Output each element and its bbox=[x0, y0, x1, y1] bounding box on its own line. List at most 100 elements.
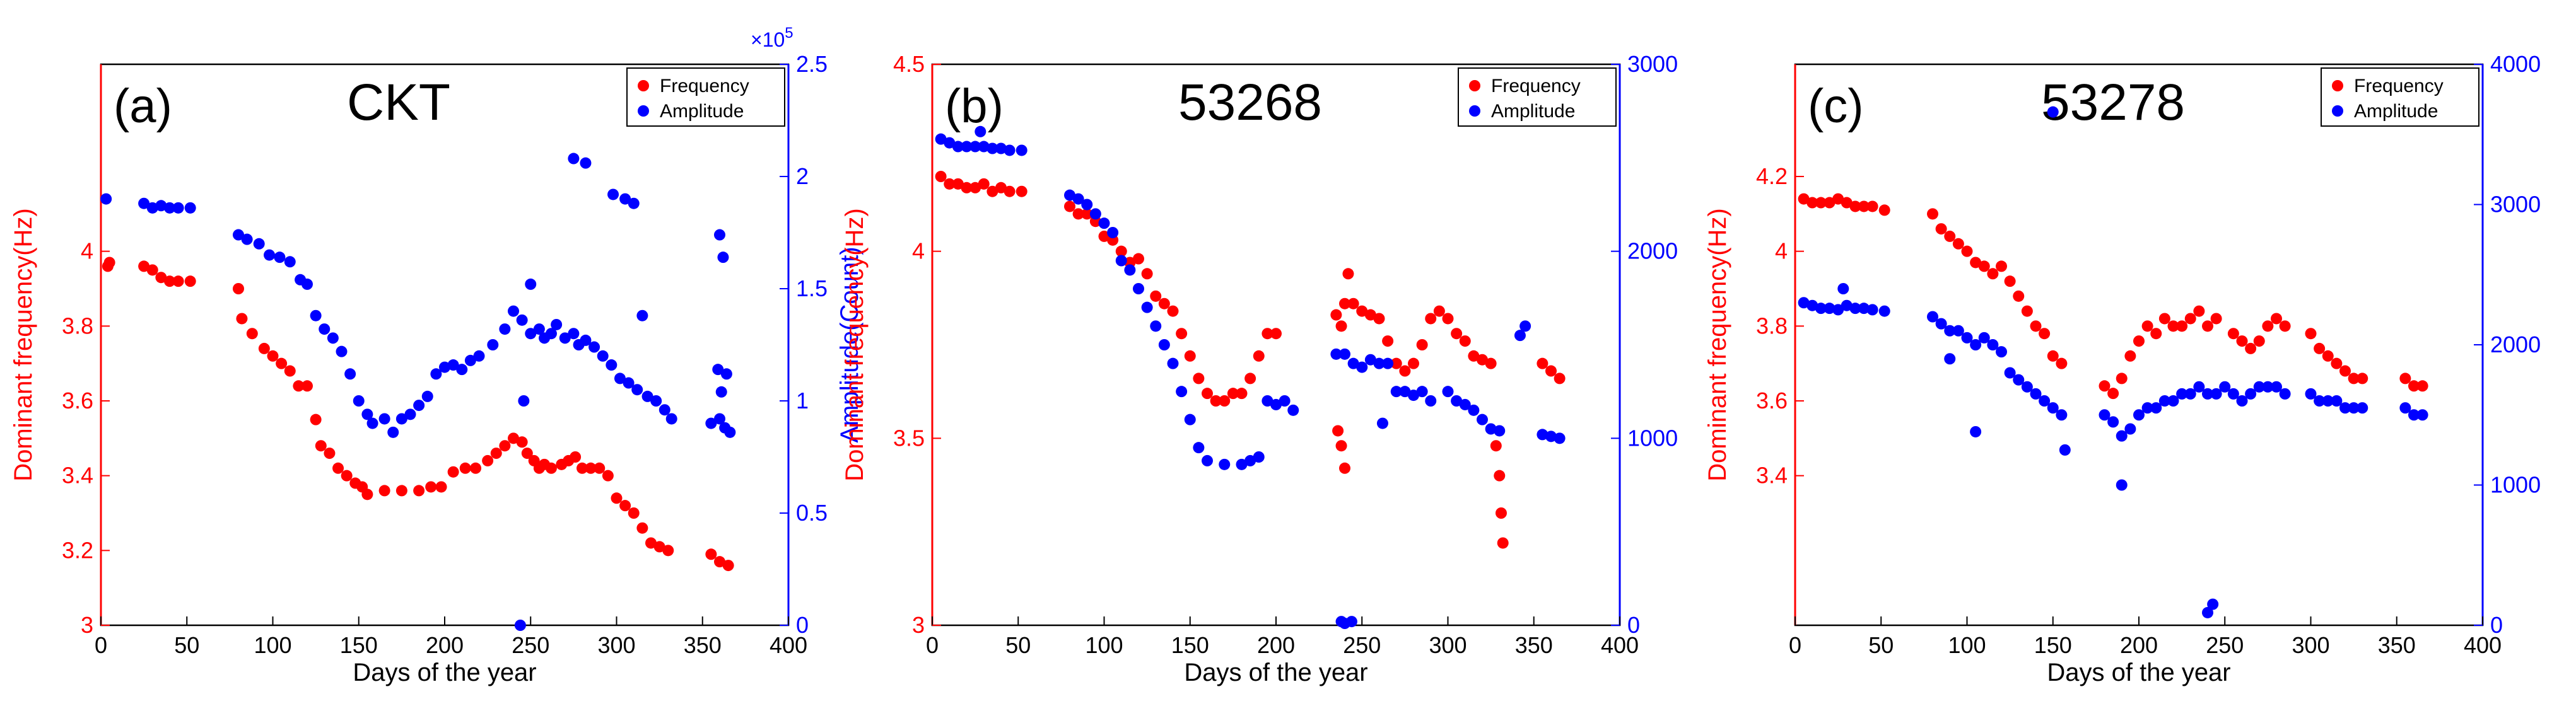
data-point bbox=[597, 350, 609, 362]
data-point bbox=[439, 361, 450, 373]
data-point bbox=[2133, 409, 2145, 421]
data-point bbox=[628, 197, 640, 209]
data-point bbox=[1798, 297, 1810, 309]
data-point bbox=[1150, 320, 1162, 332]
data-point bbox=[2322, 350, 2334, 362]
data-point bbox=[1141, 301, 1153, 313]
data-point bbox=[1841, 197, 1853, 209]
data-point bbox=[1824, 303, 1835, 315]
y-right-tick-label: 2000 bbox=[2490, 332, 2541, 357]
data-point bbox=[2236, 395, 2248, 407]
data-point bbox=[2047, 106, 2059, 118]
x-axis-label: Days of the year bbox=[1184, 659, 1367, 686]
data-point bbox=[1270, 398, 1282, 410]
data-point bbox=[568, 153, 580, 165]
data-point bbox=[490, 448, 502, 460]
x-tick-label: 50 bbox=[174, 632, 199, 658]
y-left-tick-label: 3.4 bbox=[62, 463, 93, 488]
data-point bbox=[336, 345, 348, 357]
data-point bbox=[594, 462, 606, 474]
data-point bbox=[2322, 395, 2334, 407]
data-point bbox=[935, 171, 947, 182]
data-point bbox=[1416, 386, 1428, 398]
x-tick-label: 350 bbox=[684, 632, 722, 658]
x-tick-label: 400 bbox=[770, 632, 807, 658]
data-point bbox=[623, 377, 635, 389]
data-point bbox=[1537, 357, 1549, 369]
data-point bbox=[1210, 395, 1222, 407]
data-point bbox=[310, 413, 322, 425]
data-point bbox=[1335, 320, 1347, 332]
y-right-tick-label: 3000 bbox=[2490, 192, 2541, 217]
x-axis-label: Days of the year bbox=[353, 659, 536, 686]
data-point bbox=[2176, 388, 2188, 400]
data-point bbox=[2030, 388, 2042, 400]
data-point bbox=[164, 202, 175, 214]
data-point bbox=[1494, 470, 1506, 482]
data-point bbox=[1987, 268, 1999, 280]
data-point bbox=[341, 470, 353, 482]
data-point bbox=[1016, 144, 1027, 156]
y-left-tick-label: 3 bbox=[81, 612, 93, 638]
data-point bbox=[1878, 305, 1890, 317]
data-point bbox=[1347, 298, 1359, 309]
y-left-tick-label: 4 bbox=[912, 238, 925, 264]
chart-panel-2: 0 50 100 150 200 250 300 350 400 3 3.5 4 4.5 0 1000 200… bbox=[841, 51, 1678, 686]
data-point bbox=[1944, 325, 1956, 337]
y-right-tick-label: 1000 bbox=[1627, 425, 1678, 451]
legend-marker-frequency bbox=[638, 80, 649, 91]
data-point bbox=[1442, 313, 1454, 325]
data-point bbox=[636, 309, 648, 321]
data-point bbox=[2227, 388, 2239, 400]
data-point bbox=[2348, 402, 2360, 414]
data-point bbox=[2262, 381, 2274, 393]
data-point bbox=[264, 249, 276, 261]
y-left-tick-label: 3.4 bbox=[1756, 463, 1788, 488]
x-tick-label: 300 bbox=[597, 632, 635, 658]
data-point bbox=[577, 462, 588, 474]
data-point bbox=[986, 142, 998, 154]
data-point bbox=[302, 380, 313, 392]
data-point bbox=[722, 560, 734, 572]
data-point bbox=[413, 400, 425, 412]
y-right-tick-label: 2000 bbox=[1627, 238, 1678, 264]
legend-box bbox=[2321, 67, 2479, 127]
data-point bbox=[470, 462, 482, 474]
data-point bbox=[969, 141, 981, 153]
data-point bbox=[1081, 199, 1093, 211]
data-point bbox=[588, 341, 600, 353]
data-point bbox=[975, 125, 986, 137]
data-point bbox=[1806, 299, 1818, 311]
data-point bbox=[1193, 373, 1205, 384]
data-point bbox=[2279, 388, 2291, 400]
data-point bbox=[653, 541, 665, 553]
data-point bbox=[1124, 264, 1136, 276]
data-point bbox=[2116, 479, 2128, 491]
data-point bbox=[1262, 395, 1273, 407]
data-point bbox=[1824, 197, 1835, 209]
data-point bbox=[1262, 328, 1273, 340]
data-point bbox=[1335, 440, 1347, 452]
data-point bbox=[1072, 193, 1084, 205]
data-point bbox=[2416, 409, 2428, 421]
data-point bbox=[2047, 402, 2059, 414]
data-point bbox=[2124, 423, 2136, 435]
panel-label: (c) bbox=[1808, 79, 1864, 133]
data-point bbox=[2305, 328, 2317, 340]
data-point bbox=[1798, 193, 1810, 205]
data-point bbox=[1494, 425, 1506, 437]
data-point bbox=[1184, 413, 1196, 425]
legend-label-amplitude: Amplitude bbox=[1491, 101, 1575, 122]
data-point bbox=[611, 492, 623, 504]
data-point bbox=[138, 260, 150, 272]
data-point bbox=[2124, 350, 2136, 362]
x-tick-label: 400 bbox=[2464, 632, 2502, 658]
x-tick-label: 300 bbox=[2292, 632, 2329, 658]
data-point bbox=[2339, 365, 2351, 377]
legend: Frequency Amplitude bbox=[626, 67, 785, 127]
data-point bbox=[1376, 417, 1388, 429]
legend-label-amplitude: Amplitude bbox=[2354, 101, 2438, 122]
legend-marker-amplitude bbox=[2332, 105, 2343, 117]
data-point bbox=[944, 137, 956, 149]
data-point bbox=[2021, 381, 2033, 393]
